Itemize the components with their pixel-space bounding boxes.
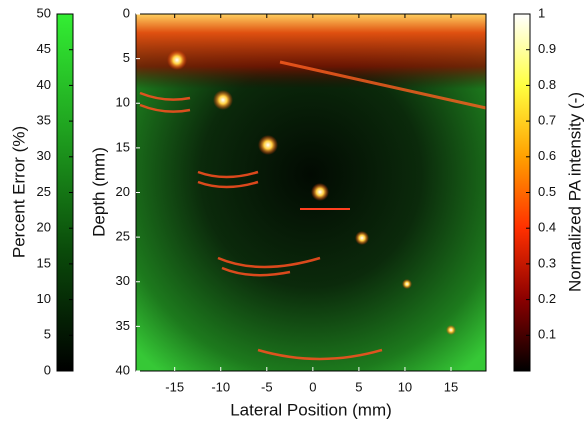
y-tick-label: 15 (116, 139, 130, 154)
y-tick-label: 20 (116, 184, 130, 199)
colorbar-tick-label: 40 (37, 77, 51, 92)
colorbar-tick-label: 30 (37, 148, 51, 163)
colorbar-tick-label: 0.4 (538, 220, 556, 235)
x-axis-label: Lateral Position (mm) (230, 400, 392, 419)
colorbar-tick-label: 15 (37, 255, 51, 270)
y-tick-label: 30 (116, 273, 130, 288)
colorbar-tick-label: 0 (44, 362, 51, 377)
x-tick-label: 0 (309, 379, 316, 394)
colorbar-tick-label: 1 (538, 5, 545, 20)
colorbar-tick-label: 50 (37, 5, 51, 20)
image (135, 13, 487, 372)
y-tick-label: 40 (116, 362, 130, 377)
colorbar-tick-label: 0.7 (538, 113, 556, 128)
x-tick-label: -5 (261, 379, 273, 394)
colorbar-tick-label: 35 (37, 113, 51, 128)
x-tick-label: -15 (165, 379, 184, 394)
colorbar-label: Normalized PA intensity (-) (565, 92, 584, 292)
colorbar-tick-label: 10 (37, 291, 51, 306)
y-tick-label: 35 (116, 318, 130, 333)
colorbar-tick-label: 0.8 (538, 77, 556, 92)
colorbar-tick-label: 0.9 (538, 41, 556, 56)
colorbar-tick-label: 0.5 (538, 184, 556, 199)
x-tick-label: 10 (398, 379, 412, 394)
colorbar-tick-label: 45 (37, 41, 51, 56)
colorbar-tick-label: 5 (44, 327, 51, 342)
x-tick-label: 15 (444, 379, 458, 394)
y-tick-label: 0 (123, 5, 130, 20)
y-tick-label: 25 (116, 229, 130, 244)
colorbar-tick-label: 20 (37, 220, 51, 235)
y-tick-label: 5 (123, 50, 130, 65)
colorbar-tick-label: 0.1 (538, 327, 556, 342)
error-colorbar-label: Percent Error (%) (9, 126, 28, 258)
x-tick-label: -10 (211, 379, 230, 394)
x-tick-label: 5 (355, 379, 362, 394)
colorbar-tick-label: 0.3 (538, 255, 556, 270)
y-axis-label: Depth (mm) (89, 147, 108, 237)
colorbar-tick-label: 0.6 (538, 148, 556, 163)
colorbar-tick-label: 0.2 (538, 291, 556, 306)
colorbar-tick-label: 25 (37, 184, 51, 199)
y-tick-label: 10 (116, 95, 130, 110)
